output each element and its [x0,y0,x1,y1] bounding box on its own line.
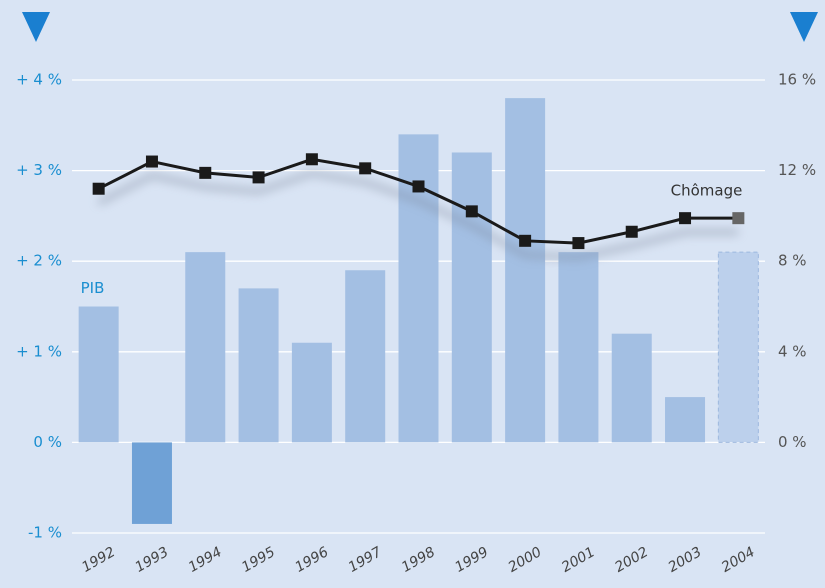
x-tick-label: 2004 [719,544,758,576]
x-tick-label: 1997 [346,544,385,576]
bar [665,397,706,443]
line-marker [199,166,212,179]
y-tick-label: + 1 % [16,342,62,360]
line-marker [92,182,105,195]
x-tick-label: 2002 [612,544,651,576]
y-tick-label: -1 % [28,524,62,542]
bar [131,442,172,524]
y-tick-label: 0 % [33,433,62,451]
marker-left [22,12,50,42]
line-marker [305,153,318,166]
line-marker [145,155,158,168]
y2-tick-label: 0 % [778,433,807,451]
x-tick-label: 1996 [292,544,331,576]
x-tick-label: 1995 [239,544,278,576]
x-tick-label: 2001 [559,544,598,576]
bar [611,333,652,443]
x-tick-label: 2003 [666,544,705,576]
line-marker [359,162,372,175]
bar [238,288,279,443]
bar [345,270,386,443]
bar [185,252,226,443]
y2-tick-label: 4 % [778,342,807,360]
bar [291,342,332,443]
y2-tick-label: 12 % [778,161,816,179]
line-marker [412,180,425,193]
y2-tick-label: 16 % [778,71,816,89]
line-marker [465,205,478,218]
y-tick-label: + 3 % [16,161,62,179]
line-marker [679,212,692,225]
bar [505,98,546,443]
bar [558,252,599,443]
x-tick-label: 1993 [133,544,172,576]
line-marker [625,225,638,238]
x-tick-label: 1994 [186,544,225,576]
marker-right [790,12,818,42]
y2-tick-label: 8 % [778,252,807,270]
line-marker [252,171,265,184]
x-tick-label: 1998 [399,544,438,576]
x-tick-label: 2000 [506,544,545,576]
line-shadow [97,170,739,260]
line-marker [732,212,745,225]
line-marker [519,234,532,247]
series-label: PIB [81,279,105,297]
bar [78,306,119,443]
y-tick-label: + 2 % [16,252,62,270]
y-tick-label: + 4 % [16,71,62,89]
x-tick-label: 1992 [79,544,118,576]
bar [451,152,492,443]
x-tick-label: 1999 [452,544,491,576]
bar [717,251,759,443]
series-label: Chômage [671,182,743,200]
line-marker [572,237,585,250]
